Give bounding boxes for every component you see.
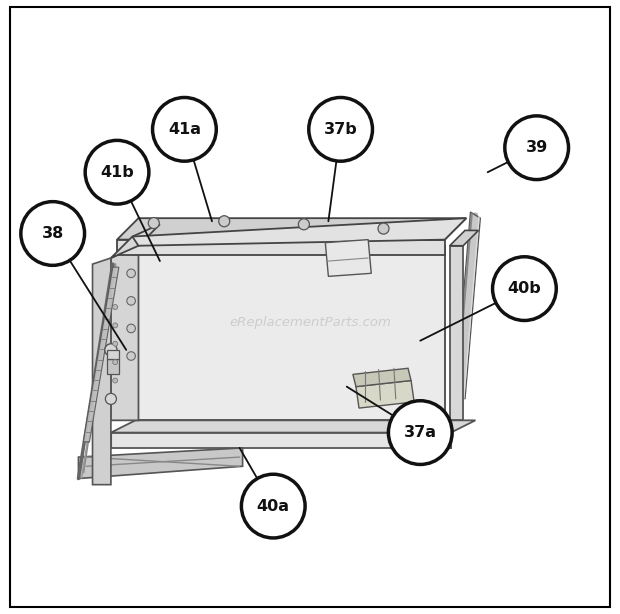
- Circle shape: [505, 116, 569, 179]
- Polygon shape: [111, 224, 160, 258]
- Circle shape: [113, 378, 118, 383]
- Circle shape: [148, 217, 159, 228]
- Polygon shape: [92, 258, 111, 484]
- Polygon shape: [79, 448, 242, 478]
- Polygon shape: [117, 239, 445, 255]
- Circle shape: [388, 401, 452, 464]
- Polygon shape: [111, 421, 476, 433]
- Text: 40a: 40a: [257, 499, 290, 513]
- Polygon shape: [450, 230, 479, 246]
- Circle shape: [21, 201, 84, 265]
- Circle shape: [127, 297, 135, 305]
- Polygon shape: [353, 368, 411, 387]
- Polygon shape: [132, 218, 466, 246]
- Text: 41b: 41b: [100, 165, 134, 180]
- Polygon shape: [111, 246, 138, 421]
- Text: 41a: 41a: [168, 122, 201, 137]
- Circle shape: [153, 98, 216, 161]
- Circle shape: [127, 269, 135, 278]
- Circle shape: [113, 360, 118, 365]
- Text: 40b: 40b: [508, 281, 541, 296]
- Circle shape: [492, 257, 556, 321]
- Polygon shape: [107, 359, 119, 375]
- Polygon shape: [83, 267, 119, 442]
- Text: eReplacementParts.com: eReplacementParts.com: [229, 316, 391, 329]
- Circle shape: [113, 305, 118, 309]
- Text: 37a: 37a: [404, 425, 436, 440]
- Polygon shape: [138, 246, 445, 421]
- Polygon shape: [107, 350, 119, 359]
- Text: 38: 38: [42, 226, 64, 241]
- Circle shape: [241, 474, 305, 538]
- Polygon shape: [117, 218, 466, 239]
- Polygon shape: [455, 212, 480, 399]
- Polygon shape: [326, 239, 371, 276]
- Text: 39: 39: [526, 140, 548, 155]
- Circle shape: [127, 324, 135, 333]
- Text: 37b: 37b: [324, 122, 358, 137]
- Circle shape: [309, 98, 373, 161]
- Circle shape: [85, 141, 149, 204]
- FancyBboxPatch shape: [10, 7, 610, 607]
- Circle shape: [105, 394, 117, 405]
- Circle shape: [219, 216, 230, 227]
- Circle shape: [298, 219, 309, 230]
- Circle shape: [105, 344, 117, 356]
- Polygon shape: [450, 246, 463, 421]
- Polygon shape: [111, 433, 451, 448]
- Polygon shape: [356, 381, 414, 408]
- Circle shape: [113, 323, 118, 328]
- Circle shape: [113, 341, 118, 346]
- Circle shape: [127, 352, 135, 360]
- Circle shape: [378, 223, 389, 234]
